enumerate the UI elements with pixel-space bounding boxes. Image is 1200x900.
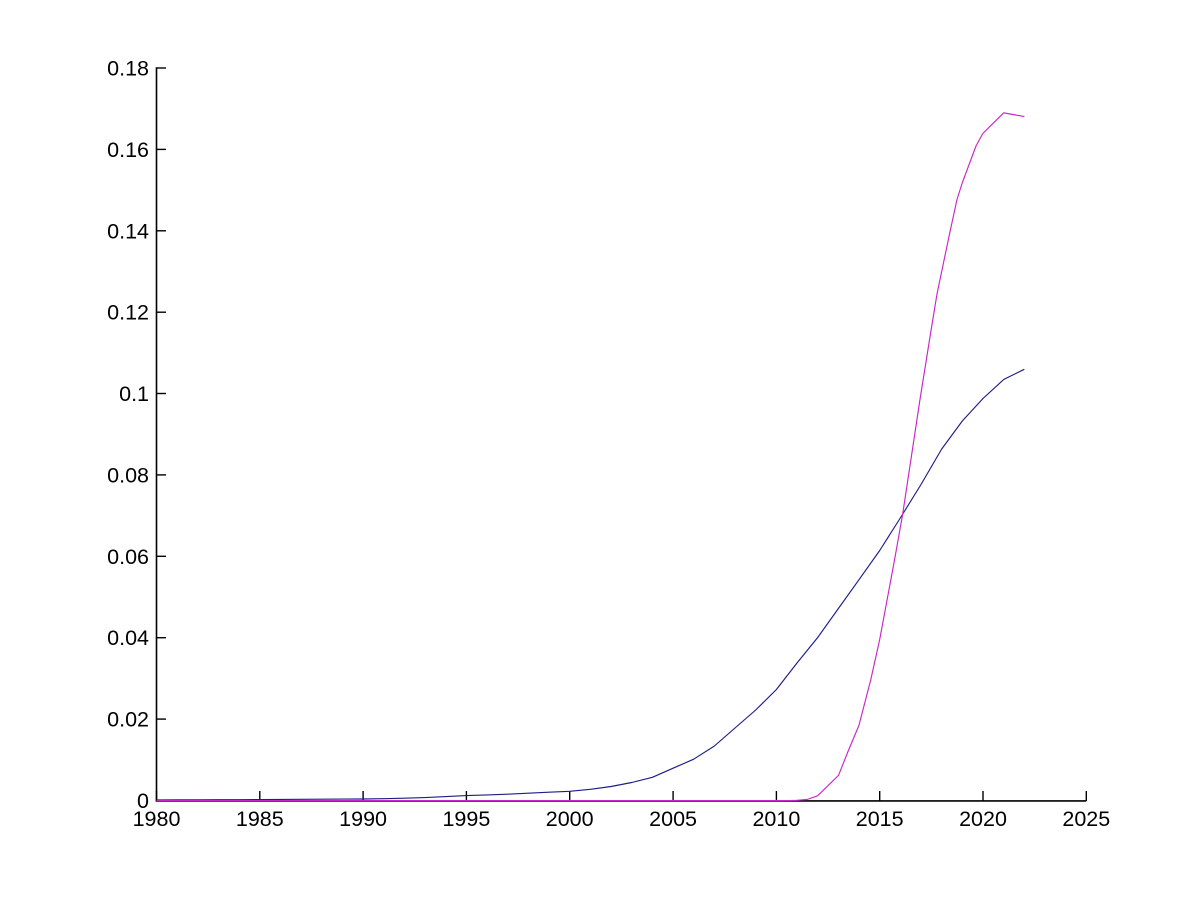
- svg-text:0.12: 0.12: [107, 301, 149, 325]
- svg-text:0.08: 0.08: [107, 463, 149, 487]
- svg-text:2000: 2000: [546, 807, 594, 831]
- svg-text:2020: 2020: [959, 807, 1007, 831]
- svg-text:0.14: 0.14: [107, 219, 149, 243]
- svg-text:1985: 1985: [236, 807, 284, 831]
- svg-text:2025: 2025: [1062, 807, 1110, 831]
- svg-text:0.04: 0.04: [107, 626, 149, 650]
- svg-text:1995: 1995: [442, 807, 490, 831]
- svg-text:0.06: 0.06: [107, 545, 149, 569]
- svg-text:0: 0: [137, 789, 149, 813]
- svg-text:2005: 2005: [649, 807, 697, 831]
- svg-text:0.1: 0.1: [119, 382, 149, 406]
- svg-text:1990: 1990: [339, 807, 387, 831]
- svg-text:2010: 2010: [752, 807, 800, 831]
- svg-text:0.16: 0.16: [107, 138, 149, 162]
- svg-text:0.18: 0.18: [107, 57, 149, 81]
- svg-text:2015: 2015: [856, 807, 904, 831]
- svg-text:1980: 1980: [133, 807, 181, 831]
- svg-text:0.02: 0.02: [107, 708, 149, 732]
